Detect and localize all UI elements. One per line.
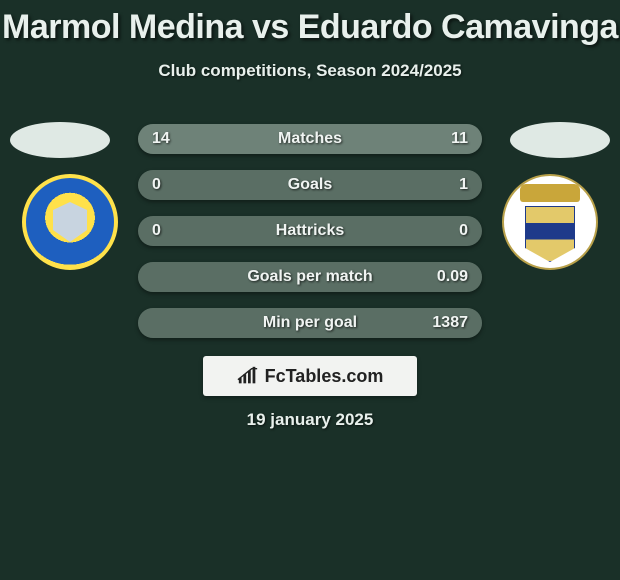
stat-bar: 0 Hattricks 0 [138, 216, 482, 246]
stat-label: Goals [288, 176, 332, 194]
stat-value-right: 11 [451, 130, 468, 148]
las-palmas-crest [22, 174, 118, 270]
stat-bar: Min per goal 1387 [138, 308, 482, 338]
brand-text: FcTables.com [265, 366, 384, 387]
stat-bar: 14 Matches 11 [138, 124, 482, 154]
footer-date: 19 january 2025 [247, 410, 374, 430]
stat-label: Matches [278, 130, 342, 148]
page-title: Marmol Medina vs Eduardo Camavinga [0, 0, 620, 47]
comparison-bars: 14 Matches 11 0 Goals 1 0 Hattricks 0 Goals per m… [138, 124, 482, 354]
page-subtitle: Club competitions, Season 2024/2025 [0, 61, 620, 81]
stat-value-right: 0 [459, 222, 468, 240]
player-ellipse-left [10, 122, 110, 158]
stat-value-right: 1387 [432, 314, 468, 332]
stat-bar: Goals per match 0.09 [138, 262, 482, 292]
player-ellipse-right [510, 122, 610, 158]
stat-label: Min per goal [263, 314, 357, 332]
brand-box: FcTables.com [203, 356, 417, 396]
stat-value-left: 0 [152, 176, 161, 194]
stat-value-left: 14 [152, 130, 170, 148]
stat-bar: 0 Goals 1 [138, 170, 482, 200]
stat-value-right: 0.09 [437, 268, 468, 286]
stat-value-right: 1 [459, 176, 468, 194]
stat-label: Hattricks [276, 222, 344, 240]
bar-chart-icon [237, 366, 259, 386]
stat-label: Goals per match [247, 268, 372, 286]
stat-value-left: 0 [152, 222, 161, 240]
real-madrid-crest [502, 174, 598, 270]
